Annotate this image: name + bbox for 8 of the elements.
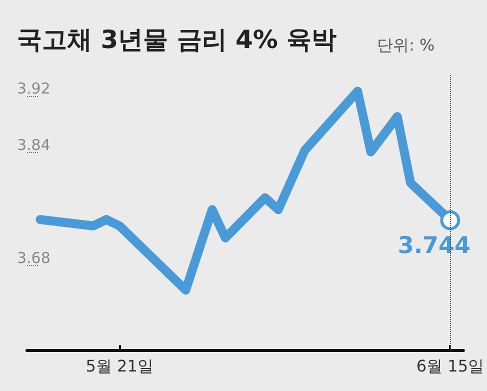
chart-subtitle: 단위: % bbox=[377, 36, 435, 54]
y-tick-label: 3.84 bbox=[17, 136, 50, 154]
y-tick-label: 3.92 bbox=[17, 80, 50, 98]
x-tick-label: 6월 15일 bbox=[416, 356, 484, 376]
y-tick-label: 3.68 bbox=[17, 248, 50, 267]
chart-title: 국고채 3년물 금리 4% 육박 bbox=[17, 25, 337, 54]
data-label: 3.744 bbox=[398, 232, 471, 259]
x-tick-label: 5월 21일 bbox=[86, 356, 154, 376]
